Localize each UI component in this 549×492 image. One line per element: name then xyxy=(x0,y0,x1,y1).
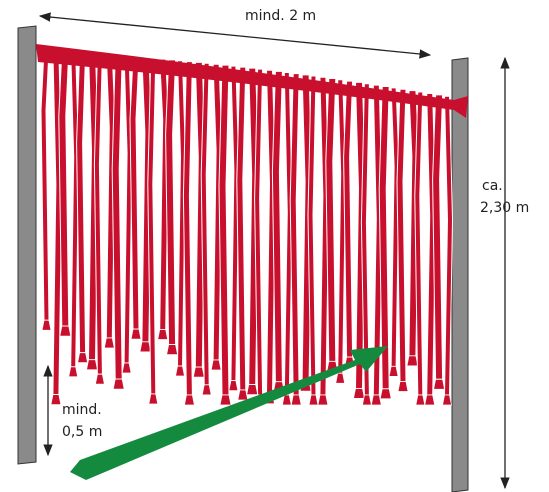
ribbon xyxy=(111,54,123,380)
ribbon-tip xyxy=(433,378,446,390)
ribbon-tip xyxy=(442,394,452,406)
ribbon-tip xyxy=(415,394,426,406)
ribbon-tip xyxy=(406,355,419,367)
width-label: mind. 2 m xyxy=(245,8,316,24)
ribbon-tip xyxy=(50,394,62,406)
ribbon-tip xyxy=(290,394,302,406)
ribbon-tip xyxy=(112,378,125,390)
ribbon-tip xyxy=(41,319,52,331)
ribbon-tip xyxy=(183,394,195,406)
ribbon xyxy=(76,52,87,354)
ribbon-tip xyxy=(388,365,399,377)
ribbon-tip xyxy=(121,362,132,374)
ribbon-tip xyxy=(219,394,232,406)
left-post xyxy=(17,25,37,465)
ribbon-tip xyxy=(424,394,436,406)
ribbon xyxy=(271,70,283,383)
ribbon xyxy=(343,80,354,358)
ribbon xyxy=(182,61,193,396)
ribbon-tip xyxy=(210,359,222,371)
ribbon xyxy=(443,95,454,396)
ribbon-tip xyxy=(335,372,346,384)
ribbon xyxy=(218,64,230,396)
ribbon-tip xyxy=(77,352,89,364)
ribbon-tip xyxy=(139,341,152,353)
ribbon xyxy=(165,59,177,346)
ribbon xyxy=(236,66,247,391)
ribbon-tip xyxy=(68,366,79,378)
clearance-prefix: mind. xyxy=(62,402,102,418)
ribbon xyxy=(129,56,140,330)
ribbon xyxy=(378,85,390,390)
ribbon-tip xyxy=(59,325,72,337)
ribbon xyxy=(289,73,300,396)
ribbon-tip xyxy=(175,365,185,377)
ribbons xyxy=(40,49,454,406)
ribbon-tip xyxy=(361,394,372,406)
ribbon-tip xyxy=(228,380,239,392)
ribbon-tip xyxy=(86,359,98,371)
ribbon-tip xyxy=(192,366,205,378)
right-post xyxy=(451,57,469,492)
ribbon-tip xyxy=(166,344,179,356)
ribbon-tip xyxy=(201,384,212,396)
ribbon-tip xyxy=(130,328,142,340)
ribbon-tip xyxy=(157,329,169,340)
posts xyxy=(17,25,469,492)
ribbon-tip xyxy=(353,388,365,399)
ribbon-tip xyxy=(397,381,409,392)
width-arrow xyxy=(38,12,432,59)
ribbon xyxy=(396,88,407,382)
ribbon-tip xyxy=(379,388,392,400)
ribbon-tip xyxy=(281,394,292,406)
ribbon-tip xyxy=(103,337,115,349)
ribbon-tip xyxy=(308,394,319,406)
height-label: 2,30 m xyxy=(480,200,529,216)
height-prefix: ca. xyxy=(482,178,503,194)
ribbon-tip xyxy=(94,373,105,385)
ribbon-tip xyxy=(246,384,259,395)
ribbon xyxy=(40,49,50,321)
clearance-label: 0,5 m xyxy=(62,424,102,440)
rope xyxy=(36,44,468,118)
walk-arrow xyxy=(70,346,388,480)
ribbon-tip xyxy=(148,393,159,405)
ribbon-tip xyxy=(317,394,329,406)
ribbon-tip xyxy=(237,389,249,401)
ribbon-tip xyxy=(370,394,382,406)
